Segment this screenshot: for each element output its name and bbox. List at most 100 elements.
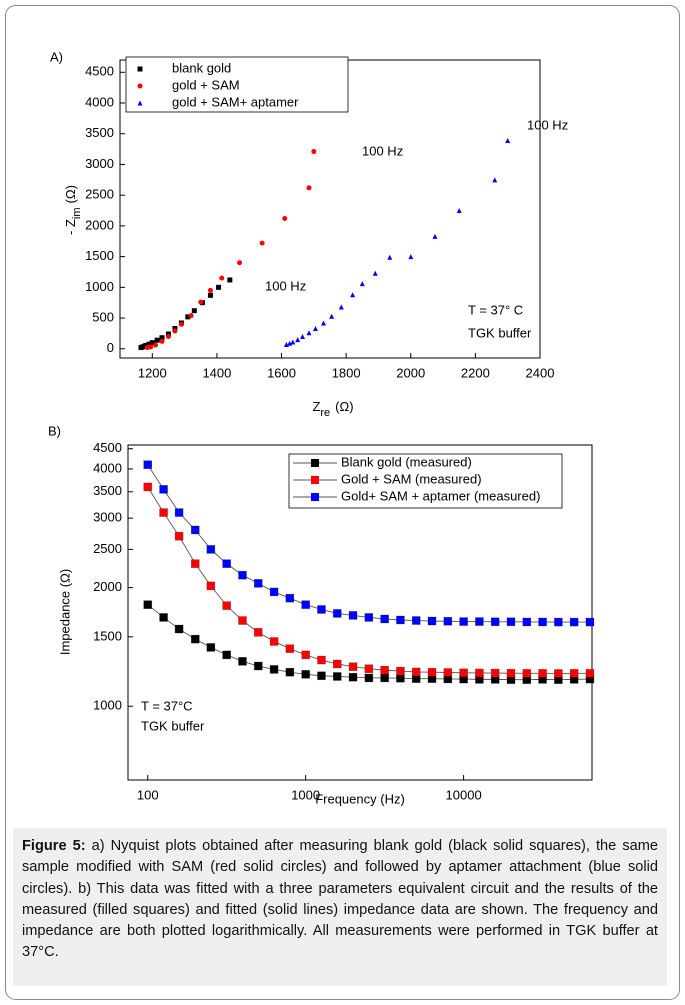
marker (364, 664, 374, 674)
marker (253, 579, 263, 588)
marker (475, 668, 484, 678)
panel-label: A) (50, 49, 63, 64)
marker (380, 665, 389, 675)
marker (290, 339, 296, 345)
y-tick-label: 2000 (93, 579, 122, 594)
legend-label: Gold+ SAM + aptamer (measured) (341, 488, 540, 503)
marker (174, 508, 184, 517)
marker (188, 313, 194, 319)
x-tick-label: 1600 (267, 365, 296, 380)
caption-label: Figure 5: (22, 838, 86, 854)
marker (300, 333, 306, 339)
marker (190, 634, 200, 644)
marker (459, 617, 468, 626)
marker (295, 337, 301, 343)
marker (490, 617, 500, 627)
marker (207, 292, 213, 298)
marker (190, 559, 200, 568)
marker (338, 304, 344, 310)
marker (216, 284, 222, 290)
marker (396, 615, 405, 625)
marker (237, 260, 243, 266)
y-tick-label: 1500 (85, 248, 114, 263)
y-tick-label: 0 (107, 340, 114, 355)
marker (159, 335, 165, 341)
marker (364, 613, 374, 622)
marker (153, 342, 159, 348)
marker (492, 177, 498, 183)
marker (190, 525, 200, 535)
marker (506, 668, 516, 678)
marker (238, 570, 247, 580)
marker (174, 531, 184, 541)
y-tick-label: 2500 (85, 187, 114, 202)
marker (459, 668, 468, 678)
marker (490, 668, 500, 678)
marker (387, 254, 393, 260)
x-axis-title-unit: (Ω) (335, 399, 353, 414)
y-axis-title-sub: im (71, 207, 83, 219)
marker (332, 659, 342, 669)
marker (317, 605, 326, 614)
marker (311, 476, 319, 484)
x-tick-label: 10000 (446, 787, 482, 802)
marker (159, 613, 168, 622)
marker (253, 661, 263, 671)
marker (312, 326, 318, 332)
marker (137, 66, 143, 72)
marker (329, 313, 335, 319)
legend-label: gold + SAM+ aptamer (172, 94, 299, 109)
marker (569, 669, 579, 678)
marker (165, 333, 171, 339)
x-tick-label: 100 (137, 787, 159, 802)
annotation: 100 Hz (265, 278, 306, 293)
marker (137, 83, 143, 89)
marker (143, 600, 153, 609)
marker (332, 609, 342, 618)
marker (172, 328, 178, 334)
marker (143, 342, 149, 348)
marker (269, 637, 279, 646)
marker (301, 650, 310, 660)
marker (143, 482, 153, 492)
marker (554, 617, 563, 627)
marker (285, 644, 295, 653)
marker (432, 233, 438, 239)
marker (159, 508, 168, 517)
marker (206, 581, 216, 591)
y-tick-label: 3500 (85, 125, 114, 140)
marker (174, 624, 184, 634)
marker (285, 667, 295, 677)
marker (396, 666, 405, 676)
marker (185, 314, 191, 320)
marker (178, 321, 184, 327)
y-tick-label: 4000 (85, 94, 114, 109)
marker (380, 614, 389, 624)
x-tick-label: 1400 (202, 365, 231, 380)
marker (348, 611, 358, 620)
marker (443, 668, 453, 677)
y-tick-label: 3000 (85, 156, 114, 171)
marker (301, 600, 310, 609)
marker (456, 208, 462, 214)
marker (522, 617, 532, 627)
marker (238, 616, 247, 625)
legend-box (125, 56, 349, 113)
marker (149, 340, 155, 346)
marker (427, 667, 437, 677)
marker (146, 341, 152, 347)
marker (408, 254, 414, 260)
plot-frame (127, 444, 593, 781)
marker (411, 616, 421, 625)
y-tick-label: 2000 (85, 217, 114, 232)
marker (372, 270, 378, 276)
caption: Figure 5: a) Nyquist plots obtained afte… (13, 828, 667, 986)
marker (269, 587, 279, 597)
marker (154, 337, 160, 343)
y-axis-title: - Zim (Ω) (63, 185, 82, 235)
marker (222, 601, 231, 610)
x-tick-label: 2000 (396, 365, 425, 380)
marker (137, 100, 143, 106)
